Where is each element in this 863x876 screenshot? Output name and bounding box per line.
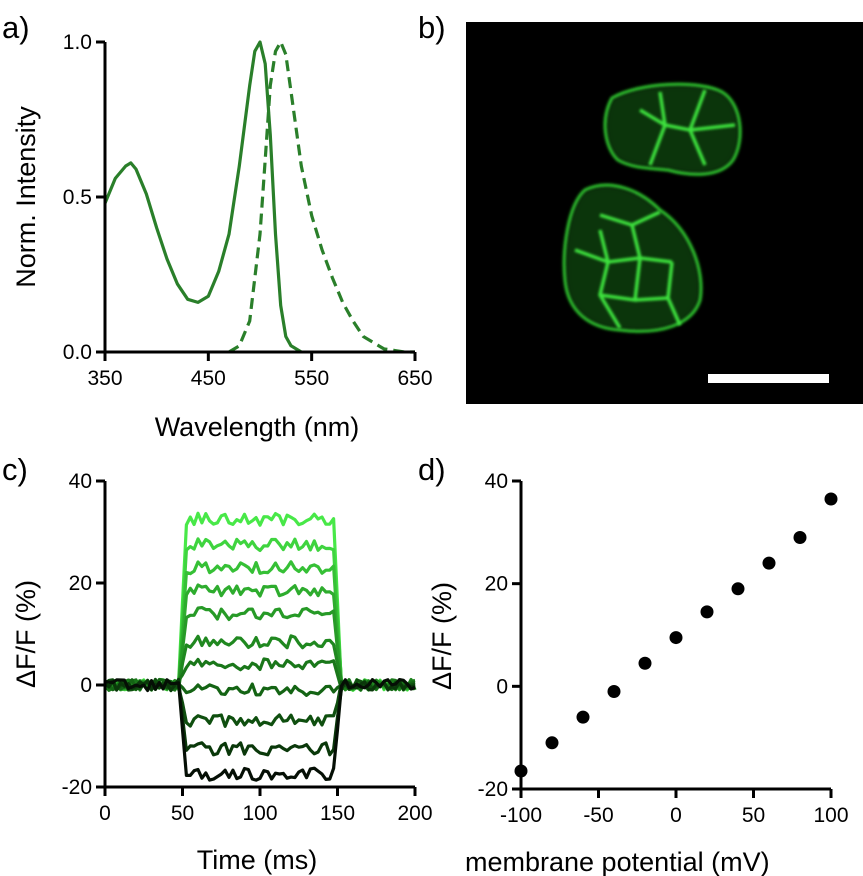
panel-d-y-tick-label: 0 xyxy=(496,675,508,698)
panel-d-data-point xyxy=(576,710,590,724)
panel-a-spectra: a) 350 450 550 650 0.0 0.5 1.0 Wavelength (nm)… xyxy=(2,10,433,442)
panel-a-y-tick-label: 0.5 xyxy=(63,186,92,209)
panel-a-ticks: 350 450 550 650 0.0 0.5 1.0 xyxy=(63,31,433,390)
panel-d-data-point xyxy=(731,582,745,596)
panel-a-x-tick-label: 650 xyxy=(397,367,432,390)
panel-a-series-solid xyxy=(103,40,303,354)
panel-c-x-tick-label: 50 xyxy=(171,802,194,825)
panel-d-y-tick-label: -20 xyxy=(478,778,508,801)
panel-c-x-tick-label: 200 xyxy=(397,802,432,825)
panel-c-label: c) xyxy=(2,452,28,487)
panel-d-data-point xyxy=(700,605,714,619)
panel-a-y-label: Norm. Intensity xyxy=(11,106,41,288)
panel-a-x-tick-label: 450 xyxy=(191,367,226,390)
panel-c-x-tick-label: 100 xyxy=(242,802,277,825)
panel-d-data-point xyxy=(762,556,776,570)
panel-d-data-point xyxy=(824,492,838,506)
panel-a-label: a) xyxy=(2,10,30,45)
panel-c-y-tick-label: -20 xyxy=(62,776,92,799)
panel-d-data-point xyxy=(607,684,621,698)
panel-d-x-tick-label: -50 xyxy=(583,804,613,827)
panel-a-x-tick-label: 350 xyxy=(87,367,122,390)
panel-c-voltage-traces: c) 0 50 100 150 200 -20 0 20 40 Time (ms) ΔF/F (… xyxy=(2,452,433,875)
panel-a-x-tick-label: 550 xyxy=(294,367,329,390)
panel-a-series-dashed xyxy=(228,40,415,354)
panel-c-trace xyxy=(103,677,416,757)
panel-a-y-tick-label: 0.0 xyxy=(63,341,92,364)
panel-d-scatter: d) -100 -50 0 50 100 -20 0 20 40 membrane potent… xyxy=(418,452,849,876)
panel-c-x-tick-label: 150 xyxy=(320,802,355,825)
panel-a-x-label: Wavelength (nm) xyxy=(155,412,360,442)
cell-cluster-lower xyxy=(562,183,703,333)
panel-d-x-tick-label: 0 xyxy=(670,804,682,827)
panel-c-trace xyxy=(104,606,416,693)
panel-c-trace xyxy=(103,511,416,692)
panel-d-y-tick-label: 40 xyxy=(485,470,508,493)
panel-c-y-tick-label: 40 xyxy=(69,470,92,493)
panel-d-data-point xyxy=(669,631,683,645)
panel-d-data-point xyxy=(793,530,807,544)
panel-d-data-point xyxy=(638,656,652,670)
scale-bar xyxy=(708,374,829,383)
panel-d-y-label: ΔF/F (%) xyxy=(427,582,457,690)
panel-c-plot-area xyxy=(103,511,417,782)
panel-d-y-tick-label: 20 xyxy=(485,573,508,596)
panel-a-plot-area xyxy=(103,40,415,354)
panel-d-x-tick-label: 100 xyxy=(813,804,848,827)
panel-d-plot-area xyxy=(514,492,838,778)
panel-c-x-tick-label: 0 xyxy=(99,802,111,825)
panel-d-x-tick-label: -100 xyxy=(500,804,542,827)
panel-d-ticks: -100 -50 0 50 100 -20 0 20 40 xyxy=(478,470,849,827)
panel-c-trace xyxy=(104,677,416,728)
panel-d-label: d) xyxy=(418,452,446,487)
panel-c-y-tick-label: 0 xyxy=(80,674,92,697)
panel-b-fluorescence-image: b) xyxy=(418,10,863,404)
panel-c-trace xyxy=(103,583,416,692)
cell-cluster-upper xyxy=(603,82,742,176)
panel-d-x-tick-label: 50 xyxy=(742,804,765,827)
panel-c-trace xyxy=(104,678,416,782)
panel-c-y-label: ΔF/F (%) xyxy=(11,580,41,688)
panel-a-y-tick-label: 1.0 xyxy=(63,31,92,54)
panel-b-label: b) xyxy=(418,10,446,45)
panel-c-x-label: Time (ms) xyxy=(197,845,317,875)
panel-d-data-point xyxy=(545,736,559,750)
panel-c-y-tick-label: 20 xyxy=(69,572,92,595)
panel-d-x-label: membrane potential (mV) xyxy=(465,847,770,876)
panel-c-ticks: 0 50 100 150 200 -20 0 20 40 xyxy=(62,470,433,825)
